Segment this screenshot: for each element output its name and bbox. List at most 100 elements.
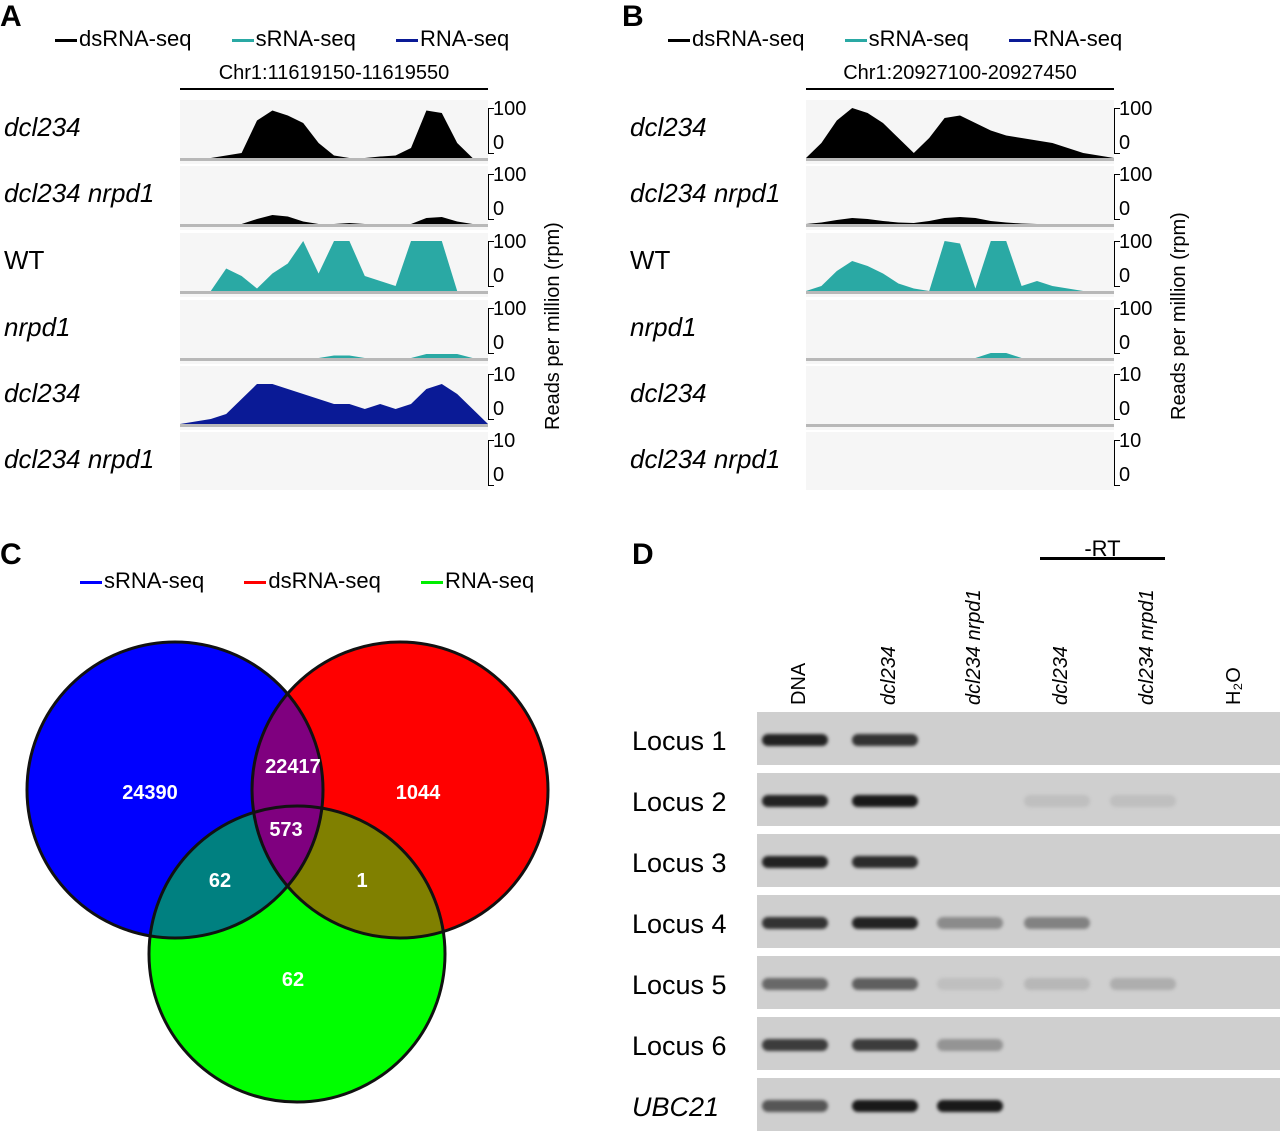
panel-label-a: A (0, 0, 22, 33)
track-signal-2 (806, 241, 1114, 291)
track-signal-1 (180, 215, 488, 224)
track-label-3: nrpd1 (630, 312, 697, 342)
track-baseline (180, 291, 488, 294)
track-scale-top: 100 (1119, 231, 1153, 253)
legend-a: dsRNA-seq sRNA-seq RNA-seq (55, 26, 509, 52)
track-signal-0 (806, 108, 1114, 158)
gel-row-label-4: Locus 5 (632, 970, 727, 1000)
track-scale-bottom: 0 (493, 198, 505, 220)
legend-swatch-srna (844, 38, 867, 42)
venn-overlap-srna-rnaseq (149, 806, 323, 938)
venn-count-all: 573 (269, 819, 302, 841)
track-scale-bracket (1114, 440, 1120, 486)
gel-band (1024, 795, 1090, 807)
gel-strip (757, 773, 1280, 826)
legend-swatch-dsrna (55, 38, 77, 42)
track-baseline (806, 424, 1114, 427)
track-scale-bottom: 0 (493, 132, 505, 154)
gel-strip (757, 1017, 1280, 1070)
legend-label-dsrna: dsRNA-seq (79, 26, 192, 51)
track-background (180, 432, 488, 490)
legend-label-srna: sRNA-seq (255, 26, 356, 51)
track-scale-bracket (1114, 308, 1120, 354)
track-scale-top: 100 (493, 98, 527, 120)
gel-band (762, 917, 828, 929)
track-signal-2 (180, 241, 488, 291)
track-background (806, 300, 1114, 364)
track-scale-top: 100 (1119, 298, 1153, 320)
gel-band (852, 1039, 918, 1051)
gel-band (937, 917, 1003, 929)
gel-band (937, 978, 1003, 990)
venn-count-srna-rnaseq: 62 (209, 870, 231, 892)
gel-strip (757, 895, 1280, 948)
legend-swatch-dsrna (668, 38, 690, 42)
gel-band (762, 1100, 828, 1112)
track-signal-1 (806, 217, 1114, 224)
track-scale-bottom: 0 (1119, 132, 1131, 154)
track-scale-top: 10 (493, 430, 516, 452)
gel-band (852, 978, 918, 990)
track-scale-bracket (488, 108, 494, 154)
track-scale-top: 10 (1119, 364, 1142, 386)
track-scale-bottom: 0 (493, 398, 505, 420)
track-scale-bracket (488, 308, 494, 354)
track-scale-bracket (488, 174, 494, 220)
track-baseline (180, 424, 488, 427)
gel-band (762, 856, 828, 868)
track-scale-top: 100 (1119, 98, 1153, 120)
venn-overlap-dsrna-rnaseq (252, 806, 445, 938)
legend-label-srna: sRNA-seq (104, 568, 205, 593)
venn-diagram: 24390 22417 1044 573 62 1 62 (25, 640, 550, 1104)
gel-band (852, 856, 918, 868)
track-scale-top: 100 (493, 231, 527, 253)
gel-band (762, 978, 828, 990)
gel-band (852, 917, 918, 929)
venn-count-srna-only: 24390 (122, 782, 178, 804)
track-scale-bracket (1114, 174, 1120, 220)
legend-c: sRNA-seq dsRNA-seq RNA-seq (80, 568, 534, 594)
gel-band (852, 1100, 918, 1112)
gel-band (1110, 978, 1176, 990)
gel-lane-label-2: dcl234 nrpd1 (963, 589, 985, 705)
track-scale-top: 10 (493, 364, 516, 386)
gel-band (762, 734, 828, 746)
legend-swatch-srna (231, 38, 254, 42)
track-baseline (806, 358, 1114, 361)
track-label-4: dcl234 (4, 378, 81, 408)
y-axis-label-a: Reads per million (rpm) (542, 222, 564, 430)
track-scale-bottom: 0 (1119, 198, 1131, 220)
venn-count-dsrna-only: 1044 (396, 782, 441, 804)
track-baseline (180, 358, 488, 361)
track-label-0: dcl234 (4, 112, 81, 142)
tracks-b (806, 100, 1114, 490)
track-scale-bracket (488, 440, 494, 486)
legend-label-rnaseq: RNA-seq (1032, 26, 1123, 51)
track-baseline (806, 291, 1114, 294)
track-signal-0 (180, 110, 488, 158)
gel-row-label-2: Locus 3 (632, 848, 727, 878)
gel-band (937, 1100, 1003, 1112)
gel-row-label-5: Locus 6 (632, 1031, 727, 1061)
tracks-a (180, 100, 488, 490)
gel-band (762, 1039, 828, 1051)
legend-swatch-srna (80, 580, 102, 584)
panel-label-b: B (622, 0, 644, 33)
track-signal-3 (180, 354, 488, 358)
minus-rt-bar (1040, 557, 1165, 560)
gel-row-label-3: Locus 4 (632, 909, 727, 939)
legend-label-rnaseq: RNA-seq (419, 26, 510, 51)
track-background (806, 366, 1114, 430)
track-scale-bottom: 0 (493, 332, 505, 354)
legend-label-rnaseq: RNA-seq (444, 568, 535, 593)
track-label-3: nrpd1 (4, 312, 71, 342)
track-scale-bottom: 0 (493, 265, 505, 287)
gel-strip (757, 956, 1280, 1009)
coordinate-bar-a (180, 88, 488, 90)
track-scale-bracket (1114, 374, 1120, 420)
track-background (806, 432, 1114, 490)
legend-label-srna: sRNA-seq (868, 26, 969, 51)
track-label-1: dcl234 nrpd1 (630, 178, 781, 208)
gel-lane-label-0: DNA (788, 662, 810, 705)
track-baseline (180, 224, 488, 227)
